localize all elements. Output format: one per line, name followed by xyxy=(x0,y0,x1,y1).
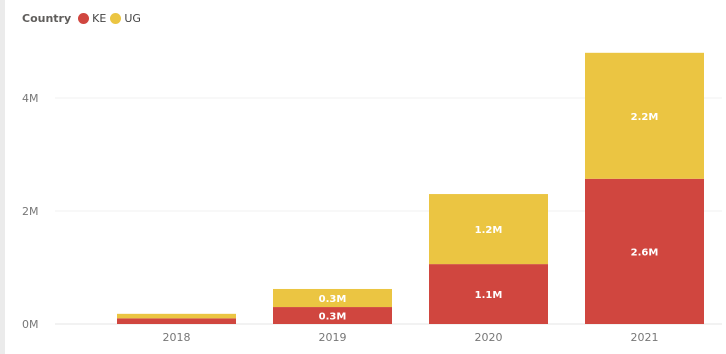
bar-ug-2020[interactable] xyxy=(429,194,548,265)
x-axis-ticks: 2018 2019 2020 2021 xyxy=(163,331,659,344)
left-panel-edge xyxy=(0,0,5,354)
x-tick-label-2021: 2021 xyxy=(631,331,659,344)
y-tick-label-0: 0M xyxy=(22,318,39,331)
data-label-ke-2020: 1.1M xyxy=(475,290,503,301)
legend-label-ke: KE xyxy=(92,11,107,25)
x-tick-label-2019: 2019 xyxy=(319,331,347,344)
bar-ke-2019[interactable] xyxy=(273,307,392,324)
legend-item-ke[interactable]: KE xyxy=(78,12,106,25)
bar-ke-2018[interactable] xyxy=(117,318,236,324)
bar-ke-2020[interactable] xyxy=(429,264,548,324)
data-label-ug-2019: 0.3M xyxy=(319,294,347,305)
data-labels: 0.3M 0.3M 1.1M 1.2M 2.6M 2.2M xyxy=(319,112,659,323)
legend-swatch-ug xyxy=(110,12,122,24)
bar-ke-2021[interactable] xyxy=(585,178,704,324)
data-label-ug-2021: 2.2M xyxy=(631,112,659,123)
bars xyxy=(117,52,704,324)
y-axis-ticks: 0M 2M 4M xyxy=(22,92,39,331)
legend-item-ug[interactable]: UG xyxy=(110,12,141,25)
bar-ug-2019[interactable] xyxy=(273,288,392,308)
x-tick-label-2018: 2018 xyxy=(163,331,191,344)
bar-ug-2018[interactable] xyxy=(117,313,236,319)
bar-ug-2021[interactable] xyxy=(585,52,704,179)
y-tick-label-1: 2M xyxy=(22,205,39,218)
legend: Country KE UG xyxy=(22,10,145,26)
legend-label-ug: UG xyxy=(124,11,141,25)
data-label-ke-2021: 2.6M xyxy=(631,247,659,258)
data-label-ug-2020: 1.2M xyxy=(475,225,503,236)
legend-title: Country xyxy=(22,11,72,25)
data-label-ke-2019: 0.3M xyxy=(319,312,347,323)
x-tick-label-2020: 2020 xyxy=(475,331,503,344)
legend-swatch-ke xyxy=(78,12,90,24)
y-tick-label-2: 4M xyxy=(22,92,39,105)
